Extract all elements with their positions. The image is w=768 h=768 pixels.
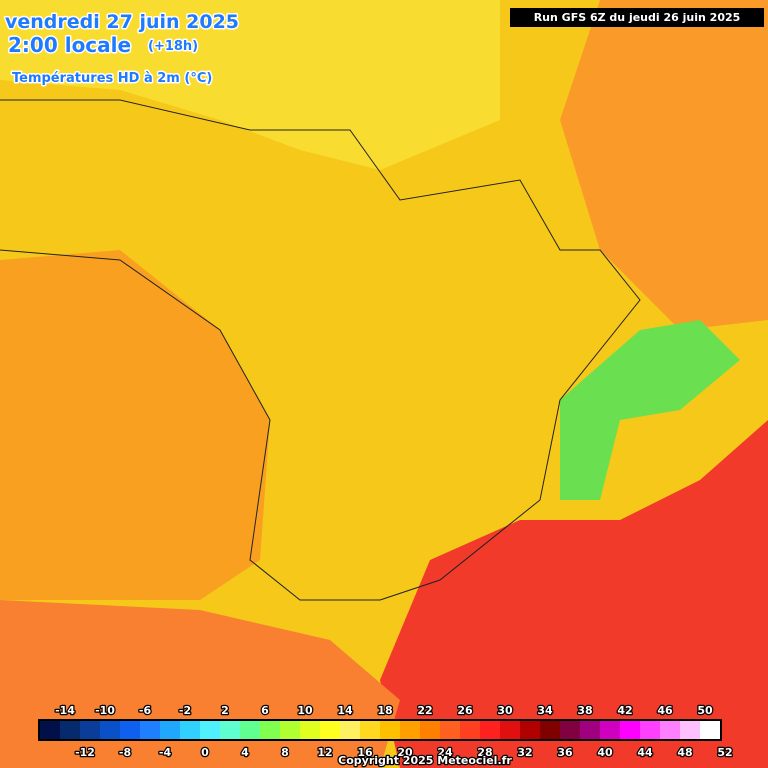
colorbar-label: 32 [517,746,532,759]
colorbar-swatch [600,721,620,739]
warm-zone [0,250,270,600]
colorbar-label: 52 [717,746,732,759]
colorbar-label: 16 [357,746,373,759]
colorbar-label: -2 [179,704,191,717]
colorbar-label: 2 [221,704,229,717]
coastline [0,99,641,601]
date-title: vendredi 27 juin 2025 [5,11,239,33]
colorbar-label: 24 [437,746,453,759]
colorbar-swatch [220,721,240,739]
colorbar-swatch [560,721,580,739]
colorbar-swatch [240,721,260,739]
colorbar-label: 30 [497,704,513,717]
colorbar-label: 38 [577,704,592,717]
colorbar-label: -6 [139,704,152,717]
colorbar-swatch [640,721,660,739]
colorbar-swatch [700,721,720,739]
colorbar-label: -12 [75,746,95,759]
colorbar-label: 0 [201,746,209,759]
colorbar-label: 26 [457,704,473,717]
colorbar-label: 8 [281,746,289,759]
colorbar-swatch [140,721,160,739]
colorbar-label: 4 [241,746,249,759]
local-time: 2:00 locale [8,33,131,57]
colorbar-swatch [300,721,320,739]
colorbar-swatch [120,721,140,739]
hot-zone [380,420,768,768]
colorbar-label: 20 [397,746,413,759]
colorbar: -14-12-10-8-6-4-202468101214161820222426… [38,703,734,760]
colorbar-label: -14 [55,704,75,717]
colorbar-swatch [460,721,480,739]
colorbar-swatch [100,721,120,739]
colorbar-swatch [400,721,420,739]
colorbar-label: 48 [677,746,692,759]
colorbar-swatch [480,721,500,739]
colorbar-label: 28 [477,746,492,759]
colorbar-label: 44 [637,746,653,759]
colorbar-swatch [580,721,600,739]
colorbar-label: 42 [617,704,632,717]
colorbar-label: 34 [537,704,553,717]
colorbar-swatch [440,721,460,739]
colorbar-swatch [180,721,200,739]
colorbar-swatch [620,721,640,739]
alpine-cool-zone [560,320,740,500]
colorbar-label: -4 [159,746,172,759]
colorbar-swatch [360,721,380,739]
field-name: Températures HD à 2m (°C) [12,71,212,86]
colorbar-swatch [420,721,440,739]
colorbar-label: 40 [597,746,613,759]
cool-zone [0,0,500,170]
colorbar-swatch [680,721,700,739]
colorbar-label: -8 [119,746,131,759]
lead-time: (+18h) [148,39,198,54]
colorbar-label: 50 [697,704,713,717]
run-info: Run GFS 6Z du jeudi 26 juin 2025 [534,11,741,24]
colorbar-swatch [520,721,540,739]
colorbar-swatch [340,721,360,739]
colorbar-swatch [660,721,680,739]
run-box [510,8,764,27]
warm-zone-east [560,0,768,330]
colorbar-label: 46 [657,704,673,717]
colorbar-swatch [60,721,80,739]
colorbar-label: 22 [417,704,432,717]
colorbar-label: 6 [261,704,269,717]
colorbar-label: 18 [377,704,392,717]
colorbar-label: 14 [337,704,353,717]
colorbar-label: 12 [317,746,332,759]
colorbar-swatch [80,721,100,739]
colorbar-swatch [200,721,220,739]
colorbar-swatch [500,721,520,739]
colorbar-label: 10 [297,704,313,717]
colorbar-swatch [540,721,560,739]
colorbar-swatch [40,721,60,739]
copyright: Copyright 2025 Meteociel.fr [338,754,512,767]
colorbar-label: -10 [95,704,115,717]
colorbar-label: 36 [557,746,573,759]
colorbar-swatch [380,721,400,739]
colorbar-swatch [160,721,180,739]
colorbar-swatch [260,721,280,739]
colorbar-swatch [320,721,340,739]
colorbar-swatch [280,721,300,739]
